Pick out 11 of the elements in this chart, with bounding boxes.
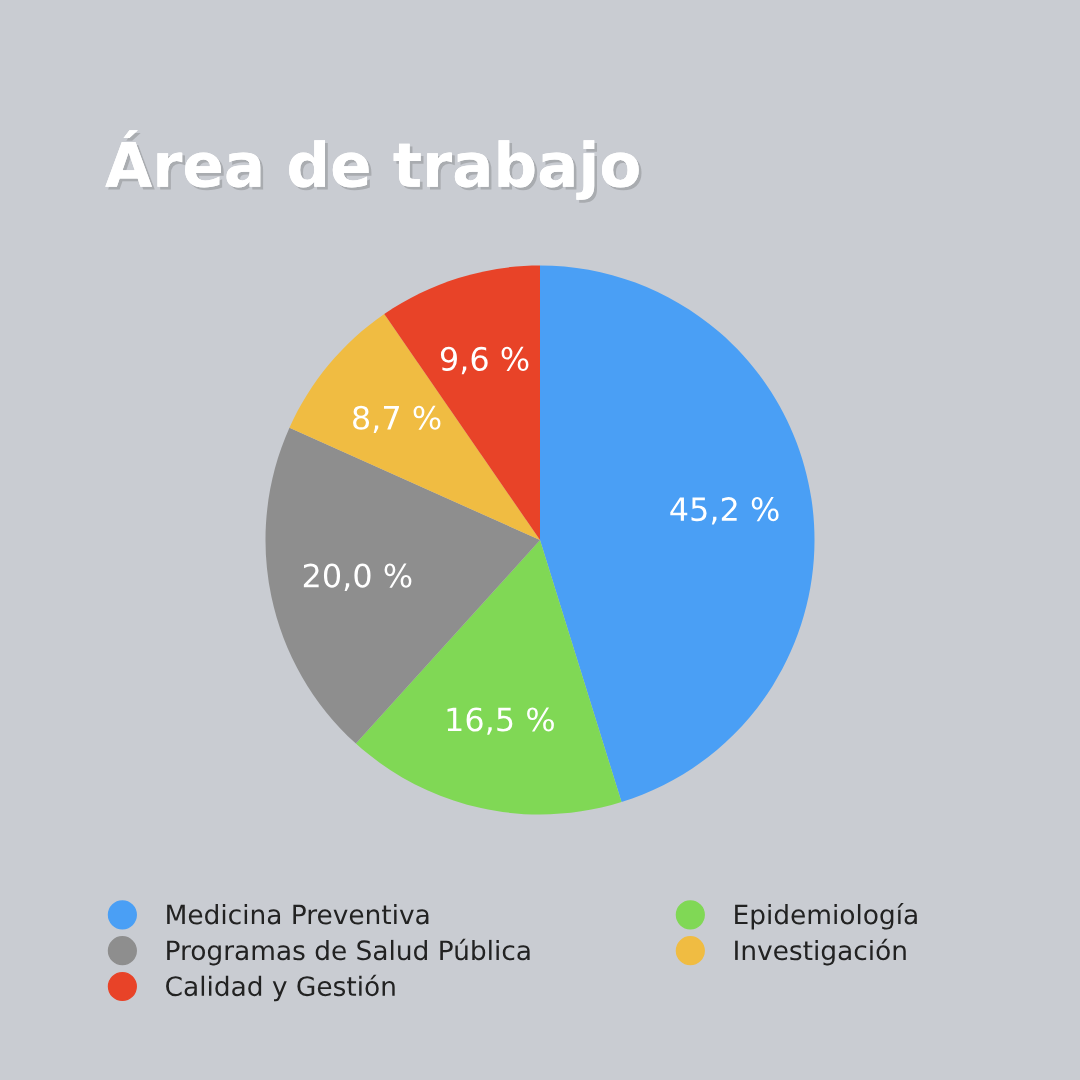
data-label: 9,6 % <box>440 346 529 375</box>
data-label: 20,0 % <box>303 563 412 591</box>
data-label: 16,5 % <box>447 707 554 735</box>
legend-label: Calidad y Gestión <box>166 974 395 1002</box>
legend-label: Medicina Preventiva <box>167 904 429 925</box>
data-label: 45,2 % <box>670 497 779 525</box>
legend-label: Programas de Salud Pública <box>167 938 530 966</box>
legend-label: Investigación <box>735 938 906 966</box>
legend-label: Epidemiología <box>735 902 917 930</box>
pie-slice <box>289 313 540 540</box>
data-label: 8,7 % <box>353 405 441 434</box>
